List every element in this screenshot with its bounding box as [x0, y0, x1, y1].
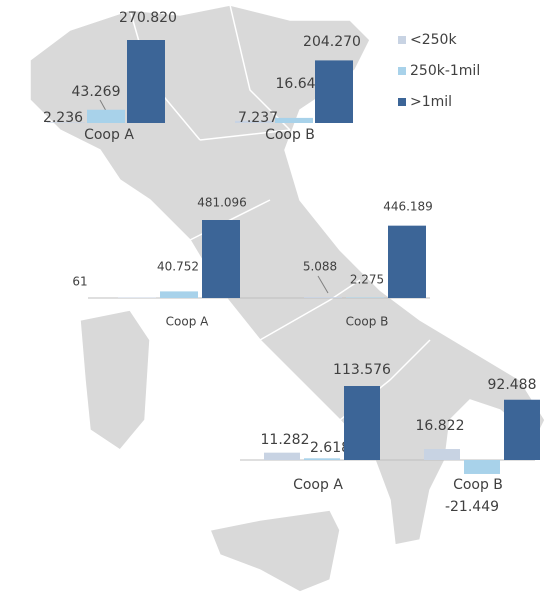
- data-label: 481.096: [197, 196, 247, 210]
- legend-label: 250k-1mil: [410, 63, 480, 79]
- data-label: -21.449: [445, 499, 499, 515]
- data-label: 92.488: [488, 377, 537, 393]
- category-label: Coop A: [166, 315, 209, 329]
- bar: [235, 120, 273, 123]
- category-label: Coop B: [346, 315, 389, 329]
- data-label: 16.822: [416, 418, 465, 434]
- category-label: Coop B: [453, 477, 503, 493]
- legend-swatch: [398, 67, 406, 75]
- map-sicily: [208, 509, 341, 593]
- category-label: Coop A: [84, 127, 134, 143]
- data-label: 204.270: [303, 34, 361, 50]
- bar: [424, 449, 460, 460]
- bar: [504, 399, 540, 460]
- data-label: 16.647: [276, 76, 325, 92]
- data-label: 446.189: [383, 200, 433, 214]
- category-label: Coop A: [293, 477, 343, 493]
- bar: [118, 297, 156, 298]
- data-label: 2.236: [43, 110, 83, 126]
- data-label: 270.820: [119, 10, 177, 26]
- bar: [346, 297, 384, 298]
- bar: [47, 122, 85, 123]
- map-sardinia: [79, 309, 151, 451]
- legend-swatch: [398, 98, 406, 106]
- leader-line: [317, 275, 329, 294]
- data-label: 2.275: [350, 273, 384, 287]
- bar: [304, 297, 342, 298]
- bar: [160, 291, 198, 298]
- bar: [127, 40, 165, 123]
- data-label: 43.269: [72, 84, 121, 100]
- bar: [304, 458, 340, 460]
- legend-label: <250k: [410, 32, 457, 48]
- data-label: 5.088: [303, 260, 337, 274]
- data-label: 2.618: [310, 440, 350, 456]
- legend-label: >1mil: [410, 94, 452, 110]
- category-label: Coop B: [265, 127, 315, 143]
- bar: [87, 109, 125, 123]
- data-label: 61: [72, 275, 87, 289]
- bar: [202, 220, 240, 298]
- bar: [388, 225, 426, 298]
- data-label: 113.576: [333, 362, 391, 378]
- bar: [275, 117, 313, 123]
- data-label: 40.752: [157, 260, 199, 274]
- bar: [344, 386, 380, 460]
- data-label: 11.282: [261, 432, 310, 448]
- bar: [315, 60, 353, 123]
- map: [29, 4, 546, 593]
- data-label: 7.237: [238, 110, 278, 126]
- bar: [464, 460, 500, 474]
- legend-swatch: [398, 36, 406, 44]
- bar: [264, 452, 300, 460]
